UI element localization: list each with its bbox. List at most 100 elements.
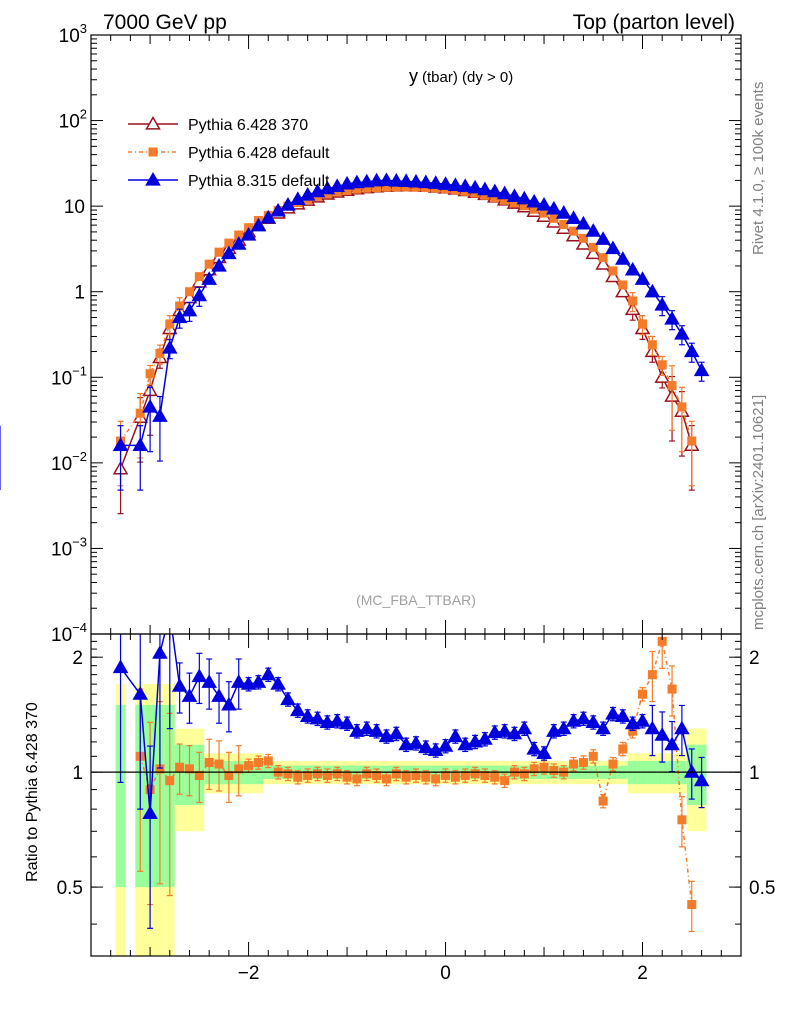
data-point [234,230,244,240]
series-0 [112,177,700,515]
ratio-point [549,765,559,775]
data-point [349,174,365,189]
ratio-point [598,796,608,806]
ratio-point [260,666,277,681]
data-point [467,179,483,194]
ratio-point [171,678,188,692]
ratio-point [132,686,149,700]
ratio-point [634,713,651,727]
ratio-point [647,670,657,680]
ratio-point [575,710,592,725]
ratio-point [431,774,441,784]
legend: Pythia 6.428 370 Pythia 6.428 default Pyth… [128,115,330,190]
ratio-point [191,668,208,683]
data-point [204,259,214,269]
ratio-point [332,769,342,779]
data-point [615,251,631,265]
data-point [585,245,602,260]
data-point [618,280,628,290]
ratio-point [664,736,680,751]
ratio-point [401,772,411,782]
data-point [595,231,611,245]
ratio-point [585,714,602,728]
series-line [120,179,703,447]
ratio-point [539,762,549,772]
y-tick-label: 1 [74,283,85,304]
ratio-point [391,769,401,779]
legend-entry-0: Pythia 6.428 370 [128,115,308,134]
ratio-point [358,720,375,735]
ratio-point [605,705,621,720]
legend-entry-2: Pythia 8.315 default [128,171,330,190]
data-point [529,204,539,214]
ratio-point [490,772,500,782]
ratio-point [526,740,542,755]
ratio-point [362,769,372,779]
data-point [605,240,621,255]
ratio-point [411,770,421,780]
data-point [486,183,503,198]
ratio-point [201,674,217,688]
ratio-point [165,776,175,786]
mcplots-label: mcplots.cern.ch [arXiv:2401.10621] [750,395,767,630]
data-point [500,195,510,205]
data-point [221,245,237,260]
ratio-point [500,776,510,786]
y-tick-label: 10−2 [51,449,87,475]
ratio-point [250,674,267,688]
ratio-point [588,751,598,761]
ratio-series-1 [112,634,710,929]
data-point [605,268,621,283]
data-point [378,172,395,187]
ratio-frame [90,633,742,957]
main-panel: 10−4 10−3 10−2 10−1 1 10 102 103 y (tbar) (dy >… [0,21,742,646]
data-point [224,238,234,248]
data-point [165,319,175,329]
plot-title-sub: (tbar) (dy > 0) [422,69,513,86]
ratio-point [313,769,323,779]
ratio-point [687,900,697,910]
data-point [145,369,155,379]
ratio-point [339,715,355,730]
ratio-point [555,720,572,735]
ratio-point [293,772,303,782]
data-point [647,340,657,350]
data-point [628,296,638,306]
band-green [115,704,126,888]
ratio-point [388,725,405,740]
data-point [615,283,631,298]
ratio-point [352,774,362,784]
ratio-y-tick-label: 1 [72,763,83,784]
data-point [565,210,582,224]
data-point [654,369,671,383]
energy-label: 7000 GeV pp [103,11,227,34]
main-axes: 10−4 10−3 10−2 10−1 1 10 102 103 [51,21,742,646]
ratio-point [319,714,336,728]
data-point [194,272,204,282]
ratio-point [211,688,227,702]
series-2 [0,172,710,491]
data-point [152,408,168,422]
ratio-point [112,659,129,674]
y-tick-label: 10 [64,197,85,218]
data-point [644,283,661,298]
data-point [575,215,592,230]
data-point [664,310,680,325]
ratio-point [421,772,431,782]
legend-label: Pythia 8.315 default [188,173,330,190]
data-point [585,223,602,237]
data-point [526,193,542,208]
ratio-point [214,759,224,769]
data-point [132,437,149,452]
ratio-y-tick-label: 2 [72,648,83,669]
ratio-point [244,761,254,771]
legend-marker [148,147,158,157]
ratio-point [175,762,185,772]
ratio-point [608,759,618,769]
ratio-point [368,723,385,737]
ratio-point [194,770,204,780]
data-point [578,233,588,243]
ratio-point [181,688,198,702]
data-point [588,242,598,252]
